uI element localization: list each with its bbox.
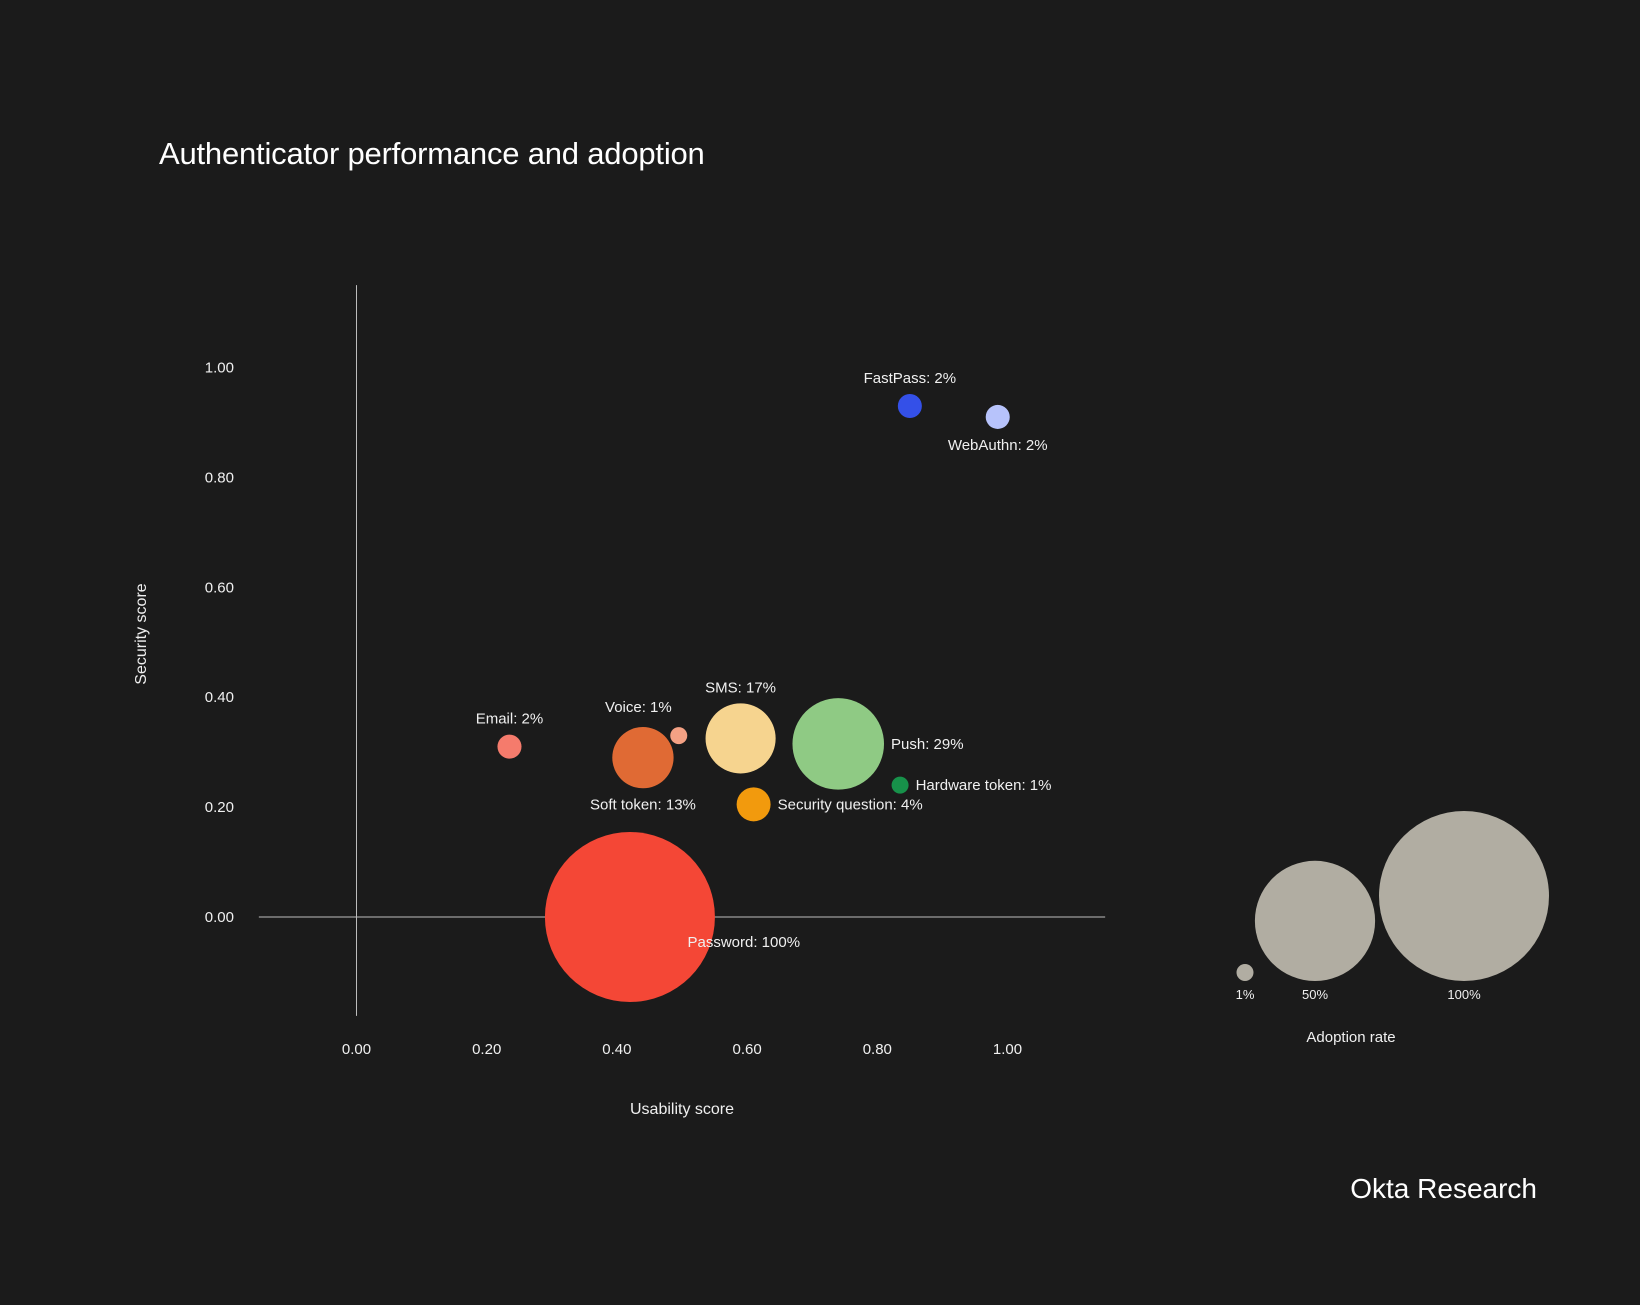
legend-bubble-label: 50%: [1302, 987, 1328, 1002]
legend-title: Adoption rate: [1306, 1029, 1395, 1046]
legend-bubble-label: 1%: [1236, 987, 1255, 1002]
bubble-voice: [670, 727, 688, 745]
y-tick-label: 0.00: [205, 909, 234, 926]
brand-footer: Okta Research: [1350, 1173, 1537, 1204]
bubble-push: [792, 698, 885, 790]
chart-axes: Usability score Security score: [133, 285, 1106, 1118]
bubble-hardware-token: [891, 776, 909, 794]
x-tick-label: 0.00: [342, 1041, 371, 1058]
x-tick-label: 0.20: [472, 1041, 501, 1058]
y-tick-label: 0.40: [205, 689, 234, 706]
data-label-password: Password: 100%: [687, 934, 800, 951]
axis-ticks: 0.00 0.20 0.40 0.60 0.80 1.00 0.00 0.20 0.40 0.60…: [205, 360, 1022, 1059]
y-tick-label: 1.00: [205, 360, 234, 377]
data-label-fastpass: FastPass: 2%: [864, 370, 957, 387]
legend-bubble: [1236, 964, 1254, 981]
data-label-email: Email: 2%: [476, 711, 544, 728]
y-tick-label: 0.60: [205, 579, 234, 596]
y-axis-title: Security score: [133, 583, 150, 684]
x-tick-label: 1.00: [993, 1041, 1022, 1058]
data-label-sms: SMS: 17%: [705, 679, 776, 696]
data-label-soft-token: Soft token: 13%: [590, 796, 696, 813]
bubble-soft-token: [612, 726, 674, 789]
bubble-webauthn: [985, 404, 1010, 429]
bubble-sms: [705, 703, 776, 774]
data-label-hardware-token: Hardware token: 1%: [916, 777, 1052, 794]
y-tick-label: 0.20: [205, 799, 234, 816]
chart-title: Authenticator performance and adoption: [159, 136, 705, 171]
bubble-fastpass: [897, 393, 922, 418]
x-tick-label: 0.40: [602, 1041, 631, 1058]
legend-bubble: [1254, 860, 1376, 981]
x-tick-label: 0.60: [732, 1041, 761, 1058]
legend-bubble: [1379, 811, 1549, 981]
bubble-password: [544, 832, 715, 1002]
data-bubbles: [497, 393, 1010, 1002]
bubble-security-question: [736, 787, 771, 822]
data-labels: Password: 100% Push: 29% SMS: 17% Soft toke…: [476, 370, 1052, 951]
x-tick-label: 0.80: [863, 1041, 892, 1058]
data-label-push: Push: 29%: [891, 736, 964, 753]
data-label-webauthn: WebAuthn: 2%: [948, 437, 1048, 454]
data-label-security-question: Security question: 4%: [778, 796, 923, 813]
legend-bubble-label: 100%: [1447, 987, 1481, 1002]
y-tick-label: 0.80: [205, 469, 234, 486]
data-label-voice: Voice: 1%: [605, 699, 672, 716]
x-axis-title: Usability score: [630, 1101, 734, 1118]
bubble-email: [497, 734, 522, 759]
size-legend: 1% 50% 100% Adoption rate: [1236, 811, 1549, 1046]
